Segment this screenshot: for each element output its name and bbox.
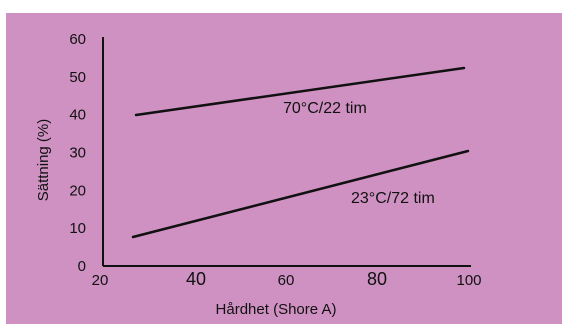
chart-panel: 0 10 20 30 40 50 60 20 40 60 80 100 70°C/22 tim 23°…: [6, 13, 562, 324]
chart-background: [6, 13, 562, 324]
y-axis-label: Sättning (%): [35, 119, 52, 202]
x-axis-label: Hårdhet (Shore A): [216, 301, 337, 318]
y-tick-label: 40: [69, 107, 86, 124]
series-70c-label: 70°C/22 tim: [283, 100, 367, 117]
x-tick-label: 40: [186, 269, 206, 289]
y-tick-label: 20: [69, 182, 86, 199]
y-tick-label: 0: [78, 258, 86, 275]
x-tick-label: 80: [367, 269, 387, 289]
y-tick-label: 50: [69, 69, 86, 86]
y-tick-label: 30: [69, 145, 86, 162]
x-tick-label: 100: [456, 272, 481, 289]
series-labels: 70°C/22 tim 23°C/72 tim: [283, 100, 435, 207]
y-tick-label: 10: [69, 220, 86, 237]
series-70c-line: [134, 66, 466, 117]
series-23c-label: 23°C/72 tim: [351, 190, 435, 207]
x-tick-label: 60: [278, 272, 295, 289]
series-layer: [131, 66, 470, 239]
series-23c-line: [131, 149, 470, 239]
y-tick-labels: 0 10 20 30 40 50 60: [69, 31, 86, 275]
x-tick-labels: 20 40 60 80 100: [92, 269, 482, 289]
x-tick-label: 20: [92, 272, 109, 289]
y-tick-label: 60: [69, 31, 86, 48]
